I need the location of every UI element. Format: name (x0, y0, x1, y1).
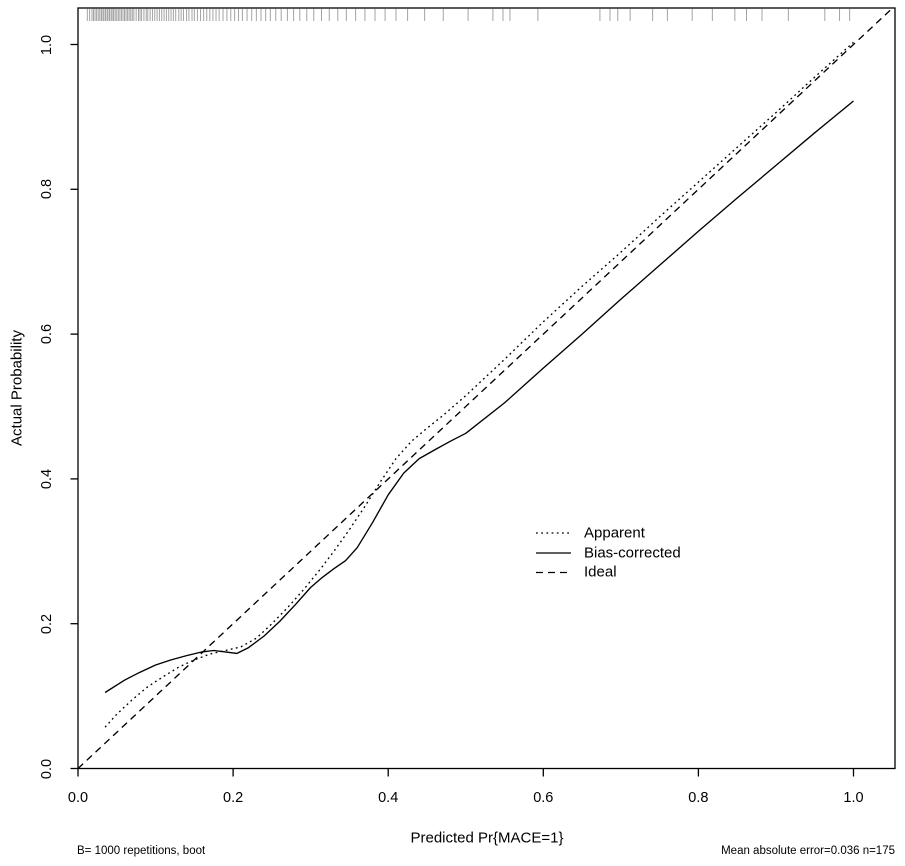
footnote-right: Mean absolute error=0.036 n=175 (721, 845, 895, 857)
ideal-curve (78, 8, 894, 769)
y-tick-label-0.8: 0.8 (39, 179, 55, 200)
footnote-left: B= 1000 repetitions, boot (77, 845, 206, 857)
bias-corrected-curve (104, 100, 854, 694)
x-tick-label-0.0: 0.0 (67, 790, 89, 806)
y-tick-label-1.0: 1.0 (39, 34, 55, 55)
curves-group (78, 8, 894, 769)
y-tick-label-0.6: 0.6 (39, 324, 55, 345)
x-tick-label-0.8: 0.8 (688, 790, 709, 806)
legend-label-ideal: Ideal (584, 563, 617, 581)
plot-box (77, 7, 896, 770)
y-tick-label-0.0: 0.0 (39, 758, 55, 779)
y-axis-label: Actual Probability (8, 330, 26, 446)
x-tick-label-0.4: 0.4 (378, 790, 399, 806)
legend (536, 532, 571, 574)
x-tick-label-1.0: 1.0 (843, 790, 864, 806)
legend-label-bias-corrected: Bias-corrected (584, 544, 681, 562)
legend-label-apparent: Apparent (584, 524, 645, 542)
x-axis-label: Predicted Pr{MACE=1} (410, 829, 564, 847)
apparent-curve (104, 41, 854, 728)
y-tick-label-0.4: 0.4 (39, 468, 55, 489)
x-tick-label-0.2: 0.2 (223, 790, 244, 806)
x-tick-label-0.6: 0.6 (533, 790, 554, 806)
rug-plot (86, 8, 851, 21)
y-tick-label-0.2: 0.2 (39, 613, 55, 634)
